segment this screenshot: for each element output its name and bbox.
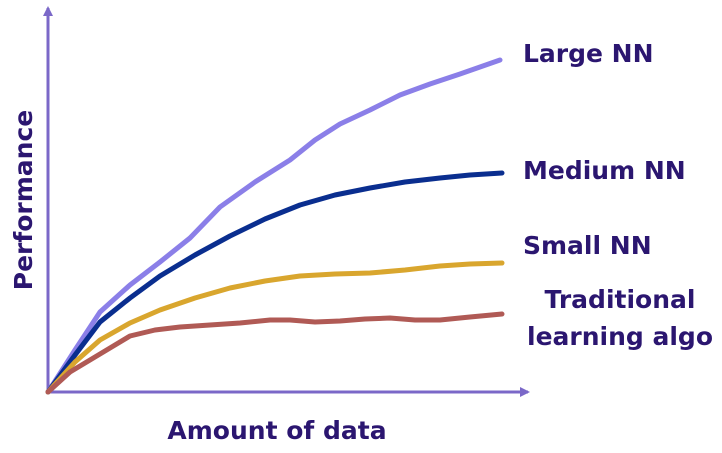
curve-label: Large NN (523, 39, 654, 68)
x-axis-label: Amount of data (167, 416, 386, 445)
curve-label: learning algo (527, 322, 713, 351)
curve-label: Traditional (545, 285, 696, 314)
curve-label: Medium NN (523, 156, 686, 185)
y-axis-label: Performance (9, 110, 38, 290)
small-nn-curve (45, 260, 505, 395)
medium-nn-curve (45, 170, 505, 395)
curve-label: Small NN (523, 231, 652, 260)
large-nn-curve (45, 57, 503, 395)
traditional-curve (45, 311, 505, 395)
